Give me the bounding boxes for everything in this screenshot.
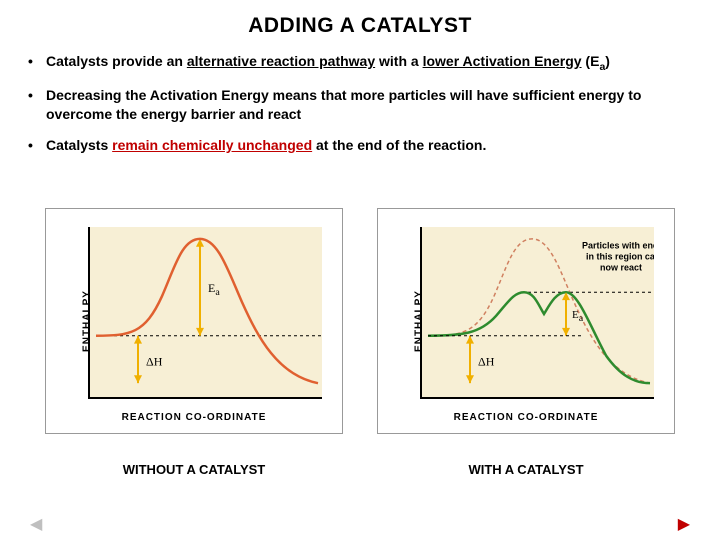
chart-right-plot: Particles with energy in this region can…	[420, 227, 654, 399]
chart-right-box: ENTHALPY Particles with energy in this r…	[377, 208, 675, 434]
text: at the end of the reaction.	[312, 137, 486, 153]
slide: ADDING A CATALYST • Catalysts provide an…	[0, 0, 720, 540]
bullet-dot: •	[28, 52, 46, 74]
bullet-1: • Catalysts provide an alternative react…	[28, 52, 692, 74]
underline-text: alternative reaction pathway	[187, 53, 375, 69]
chart-left-caption: WITHOUT A CATALYST	[45, 462, 343, 477]
chart-right-outer: ENTHALPY Particles with energy in this r…	[390, 221, 662, 421]
bullet-2: • Decreasing the Activation Energy means…	[28, 86, 692, 124]
text: Catalysts	[46, 137, 112, 153]
text: Catalysts provide an	[46, 53, 187, 69]
bullet-list: • Catalysts provide an alternative react…	[28, 52, 692, 155]
nav-prev-icon[interactable]: ◀	[30, 514, 42, 534]
chart-left-svg: Ea ΔH	[90, 227, 322, 397]
bullet-3-text: Catalysts remain chemically unchanged at…	[46, 136, 486, 155]
chart-right-col: ENTHALPY Particles with energy in this r…	[377, 208, 675, 477]
chart-left-col: ENTHALPY Ea	[45, 208, 343, 477]
nav-next-icon[interactable]: ▶	[678, 514, 690, 534]
underline-text: lower Activation Energy	[423, 53, 582, 69]
bullet-dot: •	[28, 136, 46, 155]
svg-text:Particles with energy: Particles with energy	[582, 241, 654, 251]
x-axis-label: REACTION CO-ORDINATE	[390, 412, 662, 423]
chart-right-svg: Particles with energy in this region can…	[422, 227, 654, 397]
svg-text:now react: now react	[600, 263, 642, 273]
svg-text:in this region can: in this region can	[586, 252, 654, 262]
bullet-3: • Catalysts remain chemically unchanged …	[28, 136, 692, 155]
svg-text:Ea: Ea	[572, 309, 584, 324]
chart-left-box: ENTHALPY Ea	[45, 208, 343, 434]
bullet-2-text: Decreasing the Activation Energy means t…	[46, 86, 692, 124]
chart-left-plot: Ea ΔH	[88, 227, 322, 399]
slide-title: ADDING A CATALYST	[28, 14, 692, 38]
svg-text:Ea: Ea	[208, 281, 220, 298]
charts-row: ENTHALPY Ea	[0, 208, 720, 477]
bullet-1-text: Catalysts provide an alternative reactio…	[46, 52, 610, 74]
svg-text:ΔH: ΔH	[146, 354, 163, 368]
emphasis-text: remain chemically unchanged	[112, 137, 312, 153]
chart-left-outer: ENTHALPY Ea	[58, 221, 330, 421]
bullet-dot: •	[28, 86, 46, 124]
text: )	[605, 53, 610, 69]
chart-right-caption: WITH A CATALYST	[377, 462, 675, 477]
text: (E	[582, 53, 600, 69]
x-axis-label: REACTION CO-ORDINATE	[58, 412, 330, 423]
text: with a	[375, 53, 422, 69]
svg-text:ΔH: ΔH	[478, 354, 495, 368]
